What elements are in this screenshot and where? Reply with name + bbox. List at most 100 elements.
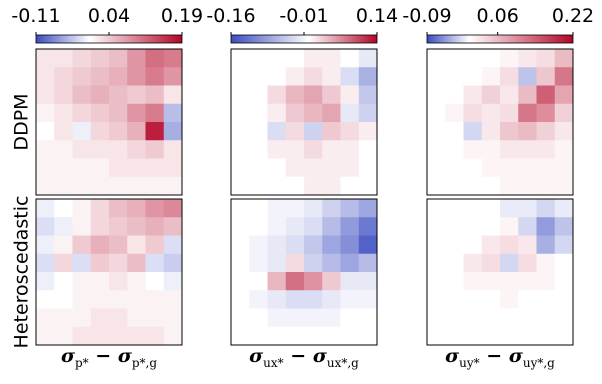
heat-cell bbox=[54, 67, 73, 86]
heat-cell bbox=[463, 140, 483, 159]
heat-cell bbox=[127, 158, 146, 178]
heat-cell bbox=[249, 199, 268, 218]
heat-cell bbox=[554, 253, 574, 273]
heat-cell bbox=[500, 235, 519, 255]
heat-cell bbox=[304, 199, 323, 218]
heat-cell bbox=[127, 272, 146, 291]
heat-cell bbox=[109, 308, 128, 328]
heat-cell bbox=[445, 272, 464, 291]
heat-cell bbox=[322, 326, 341, 346]
heat-cell bbox=[481, 326, 501, 346]
heat-cell bbox=[127, 235, 146, 255]
heat-cell bbox=[267, 49, 287, 68]
heat-cell bbox=[322, 308, 341, 328]
heat-cell bbox=[536, 49, 556, 68]
heat-cell bbox=[304, 49, 323, 68]
heat-cell bbox=[358, 140, 378, 159]
heat-cell bbox=[109, 176, 128, 196]
heat-cell bbox=[536, 308, 556, 328]
heat-cell bbox=[267, 103, 287, 123]
heat-cell bbox=[536, 158, 556, 178]
heat-cell bbox=[322, 67, 341, 86]
heat-cell bbox=[285, 158, 305, 178]
heat-cell bbox=[340, 67, 360, 86]
heat-cell bbox=[340, 176, 360, 196]
heat-cell bbox=[322, 158, 341, 178]
heat-cell bbox=[481, 103, 501, 123]
heat-cell bbox=[500, 308, 519, 328]
heat-cell bbox=[358, 67, 378, 86]
heat-cell bbox=[358, 217, 378, 236]
heat-cell bbox=[481, 308, 501, 328]
heat-cell bbox=[463, 290, 483, 309]
heat-cell bbox=[163, 199, 183, 218]
heat-cell bbox=[445, 49, 464, 68]
tick-label: -0.09 bbox=[402, 5, 451, 27]
heat-cell bbox=[500, 49, 519, 68]
heat-cell bbox=[249, 158, 268, 178]
heat-cell bbox=[322, 253, 341, 273]
heat-cell bbox=[554, 217, 574, 236]
heat-cell bbox=[267, 140, 287, 159]
heat-cell bbox=[340, 103, 360, 123]
label-part: − σ bbox=[284, 345, 328, 367]
heat-cell bbox=[249, 217, 268, 236]
tick-label: -0.11 bbox=[11, 5, 60, 27]
heat-cell bbox=[463, 176, 483, 196]
heat-cell bbox=[163, 253, 183, 273]
heat-cell bbox=[463, 85, 483, 105]
label-part: σ bbox=[445, 345, 460, 367]
heat-cell bbox=[322, 217, 341, 236]
heat-cell bbox=[358, 199, 378, 218]
column-label: σuy* − σuy*,g bbox=[445, 345, 555, 370]
heat-cell bbox=[285, 199, 305, 218]
heat-cell bbox=[231, 326, 250, 346]
heat-cell bbox=[322, 85, 341, 105]
heat-cell bbox=[518, 140, 537, 159]
heat-cell bbox=[322, 199, 341, 218]
column-label: σp* − σp*,g bbox=[61, 345, 157, 370]
heat-cell bbox=[500, 272, 519, 291]
heat-cell bbox=[36, 326, 55, 346]
heat-cell bbox=[249, 290, 268, 309]
colorbar bbox=[35, 34, 183, 44]
heat-cell bbox=[90, 235, 110, 255]
heat-cell bbox=[90, 67, 110, 86]
heat-cell bbox=[500, 217, 519, 236]
heat-cell bbox=[536, 290, 556, 309]
heat-cell bbox=[340, 272, 360, 291]
heat-cell bbox=[109, 253, 128, 273]
heat-cell bbox=[54, 290, 73, 309]
heat-cell bbox=[340, 140, 360, 159]
heat-cell bbox=[304, 235, 323, 255]
heat-cell bbox=[90, 199, 110, 218]
heat-cell bbox=[36, 103, 55, 123]
heat-cell bbox=[304, 326, 323, 346]
column-label: σux* − σux*,g bbox=[249, 345, 359, 370]
heat-cell bbox=[518, 49, 537, 68]
heat-cell bbox=[72, 326, 92, 346]
heat-cell bbox=[481, 49, 501, 68]
heat-cell bbox=[127, 103, 146, 123]
heat-cell bbox=[427, 122, 446, 141]
panel-frame bbox=[35, 48, 183, 196]
heat-cell bbox=[249, 49, 268, 68]
heat-cell bbox=[267, 308, 287, 328]
heat-cell bbox=[267, 235, 287, 255]
heat-cell bbox=[163, 140, 183, 159]
heat-cell bbox=[358, 290, 378, 309]
heat-cell bbox=[340, 199, 360, 218]
heat-cell bbox=[145, 290, 165, 309]
heat-cell bbox=[500, 290, 519, 309]
heat-cell bbox=[463, 308, 483, 328]
heat-cell bbox=[463, 326, 483, 346]
heat-cell bbox=[554, 122, 574, 141]
heat-cell bbox=[536, 176, 556, 196]
heat-cell bbox=[285, 235, 305, 255]
heat-cell bbox=[463, 158, 483, 178]
heat-cell bbox=[54, 308, 73, 328]
label-part: σ bbox=[61, 345, 76, 367]
heat-cell bbox=[285, 103, 305, 123]
heat-cell bbox=[36, 176, 55, 196]
